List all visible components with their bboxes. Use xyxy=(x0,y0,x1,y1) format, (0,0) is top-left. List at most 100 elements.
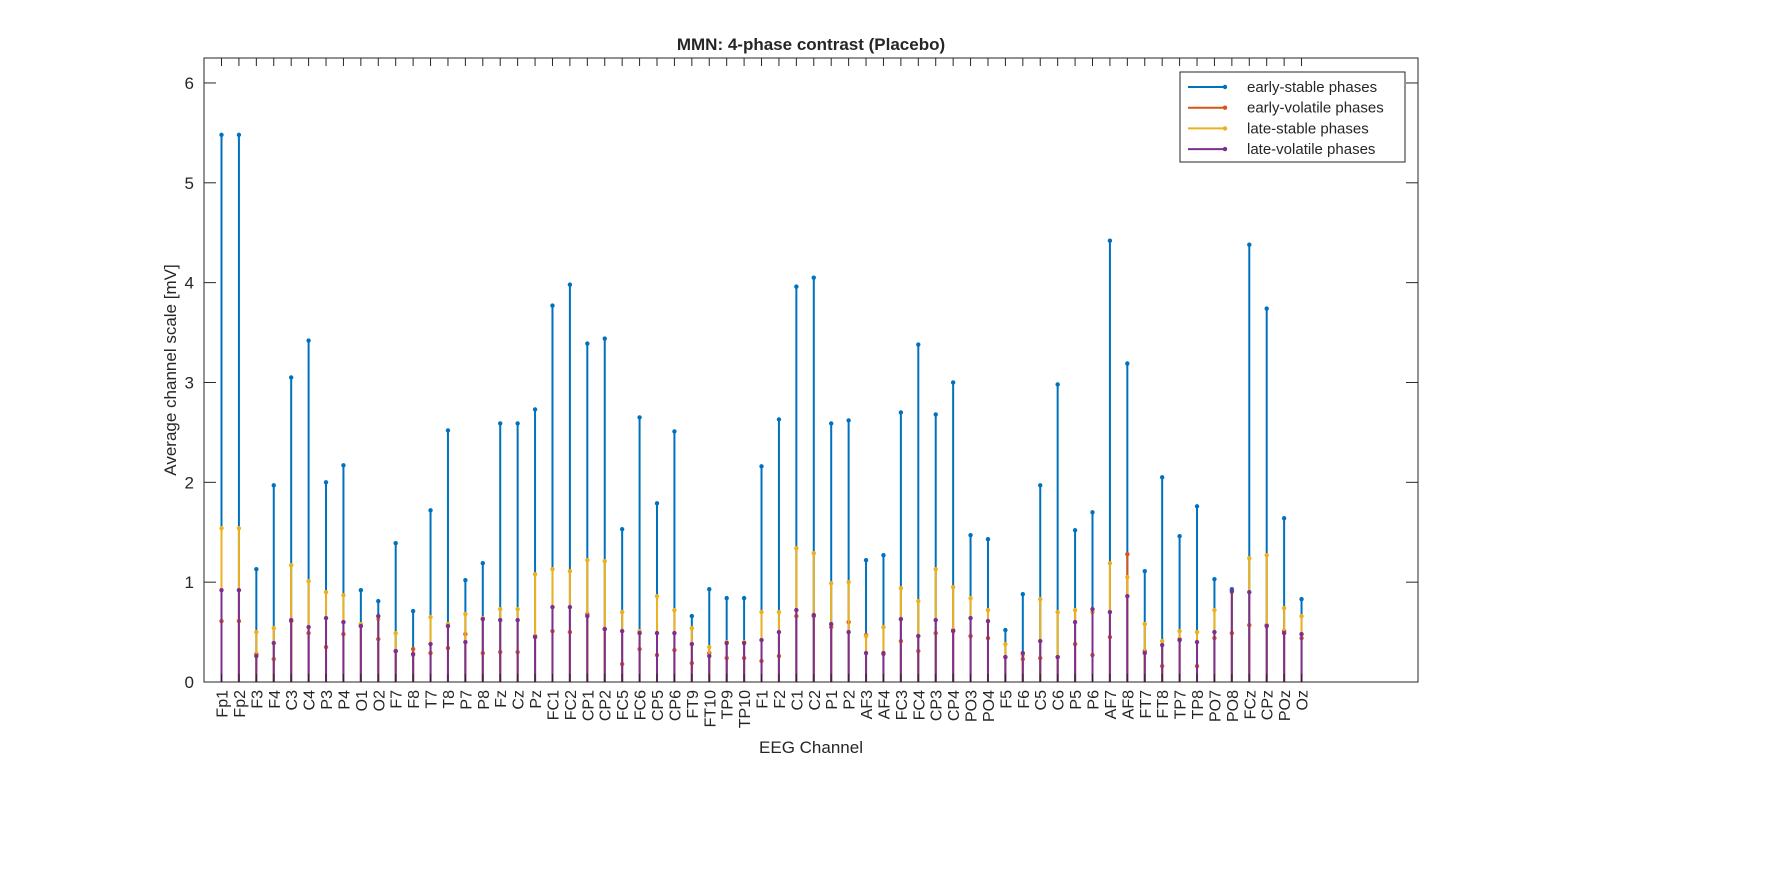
series-1-point-P5 xyxy=(1072,528,1078,533)
x-tick-label: C1 xyxy=(789,690,806,711)
series-3-point-C3 xyxy=(288,562,294,568)
series-4-point-FC5 xyxy=(619,628,625,634)
x-tick-label: Fz xyxy=(493,690,510,708)
series-4-point-Pz xyxy=(532,634,538,640)
series-1-point-F3 xyxy=(254,566,259,572)
series-3-point-F7 xyxy=(393,630,398,636)
series-1-point-Pz xyxy=(532,407,538,412)
series-1-point-FC6 xyxy=(637,415,642,420)
series-4-point-CP4 xyxy=(950,628,956,634)
series-3-point-P1 xyxy=(829,580,834,586)
legend-label-2: early-volatile phases xyxy=(1247,100,1384,117)
series-1-point-AF4 xyxy=(881,553,886,558)
series-4-point-O1 xyxy=(358,623,364,629)
axis-ticks: Fp1 Fp2 F3 F4 C3 C4 P3 P4 O1 O2 F7 F8 T7 T8 P7 P8 Fz Cz Pz… xyxy=(185,58,1418,728)
x-tick-label: P3 xyxy=(319,690,336,710)
x-tick-label: Pz xyxy=(528,690,545,709)
series-4-point-Fp1 xyxy=(219,587,224,593)
x-tick-label: PO3 xyxy=(964,690,981,722)
x-tick-label: AF4 xyxy=(876,690,893,719)
legend-marker-3 xyxy=(1222,126,1228,131)
legend-label-4: late-volatile phases xyxy=(1247,141,1375,158)
series-1-point-FT10 xyxy=(707,586,712,592)
series-1-point-P7 xyxy=(463,577,468,583)
series-4-point-CP2 xyxy=(602,626,607,632)
x-tick-label: Oz xyxy=(1295,690,1312,710)
series-1-point-CPz xyxy=(1264,306,1269,311)
series-1-point-PO3 xyxy=(968,533,973,538)
series-4-point-C3 xyxy=(288,617,294,623)
series-4-point-T8 xyxy=(445,623,451,629)
series-3-point-F2 xyxy=(776,609,782,615)
series-3-point-P2 xyxy=(846,579,851,585)
series-4-point-F6 xyxy=(1020,650,1026,656)
x-tick-label: TP9 xyxy=(720,690,737,719)
series-1-point-F4 xyxy=(271,483,276,488)
series-3-point-FC1 xyxy=(550,566,555,572)
series-4-point-F2 xyxy=(776,629,782,635)
series-3-point-CP6 xyxy=(672,607,677,613)
series-4-point-CP5 xyxy=(654,630,660,636)
x-tick-label: Fp2 xyxy=(232,690,249,718)
y-axis-label: Average channel scale [mV] xyxy=(161,264,180,475)
x-tick-label: P5 xyxy=(1068,690,1085,710)
series-1-point-T8 xyxy=(445,428,451,433)
x-tick-label: PO7 xyxy=(1207,690,1224,722)
x-tick-label: P7 xyxy=(458,690,475,710)
series-1-point-F7 xyxy=(393,541,398,546)
series-1-point-C3 xyxy=(288,375,294,380)
series-4-point-Fz xyxy=(498,617,503,623)
series-1-point-F8 xyxy=(410,608,416,614)
series-1-point-FC5 xyxy=(619,527,625,532)
legend-marker-2 xyxy=(1222,105,1228,110)
series-4-point-C5 xyxy=(1038,638,1043,644)
x-tick-label: Fp1 xyxy=(215,690,232,718)
x-tick-label: AF7 xyxy=(1103,690,1120,719)
x-tick-label: CP2 xyxy=(598,690,615,721)
x-tick-label: PO4 xyxy=(981,690,998,722)
series-4-point-T7 xyxy=(428,641,433,647)
series-1-point-Fp1 xyxy=(219,132,224,138)
series-4-point-Oz xyxy=(1299,631,1304,637)
series-2-point-AF8 xyxy=(1125,552,1130,557)
series-4-point-FCz xyxy=(1247,589,1252,595)
x-tick-label: FC6 xyxy=(633,690,650,720)
series-3-point-P4 xyxy=(341,592,346,598)
x-tick-label: F7 xyxy=(389,690,406,709)
x-tick-label: CPz xyxy=(1260,690,1277,720)
x-tick-label: FT7 xyxy=(1138,690,1155,719)
series-4-point-F7 xyxy=(393,648,398,654)
series-1-point-F5 xyxy=(1003,627,1008,633)
axes-box xyxy=(203,57,1419,683)
x-tick-label: F1 xyxy=(755,690,772,709)
series-4-point-P5 xyxy=(1072,619,1078,625)
series-3-point-C6 xyxy=(1055,609,1060,615)
series-1-point-C1 xyxy=(794,284,799,289)
series-4-point-PO4 xyxy=(985,618,991,624)
series-1-point-AF8 xyxy=(1125,361,1130,366)
series-1-point-F1 xyxy=(759,464,764,469)
y-tick-label: 5 xyxy=(185,174,194,193)
series-2-point-F8 xyxy=(410,646,416,652)
series-1-point-P1 xyxy=(829,421,834,426)
x-tick-label: TP10 xyxy=(737,690,754,728)
series-4-point-TP8 xyxy=(1194,639,1200,645)
series-4-point-TP9 xyxy=(724,640,729,646)
x-tick-label: FT8 xyxy=(1155,690,1172,719)
series-3-point-F4 xyxy=(271,625,276,631)
series-3-point-FT8 xyxy=(1159,638,1165,644)
series-4-point-C1 xyxy=(794,607,799,613)
series-1-point-PO7 xyxy=(1212,576,1217,582)
series-1-point-F2 xyxy=(776,417,782,422)
series-4-point-P1 xyxy=(829,621,834,627)
x-tick-label: C6 xyxy=(1051,690,1068,711)
x-tick-label: F5 xyxy=(998,690,1015,709)
series-3-point-F1 xyxy=(759,609,764,615)
x-tick-label: FC3 xyxy=(894,690,911,720)
series-4-point-CP1 xyxy=(585,613,590,619)
x-tick-label: P4 xyxy=(336,690,353,710)
series-4-point-P4 xyxy=(341,619,346,625)
series-1-point-TP10 xyxy=(741,595,747,601)
series-1-point-FC3 xyxy=(898,410,904,415)
series-1-point-Fp2 xyxy=(236,132,242,138)
